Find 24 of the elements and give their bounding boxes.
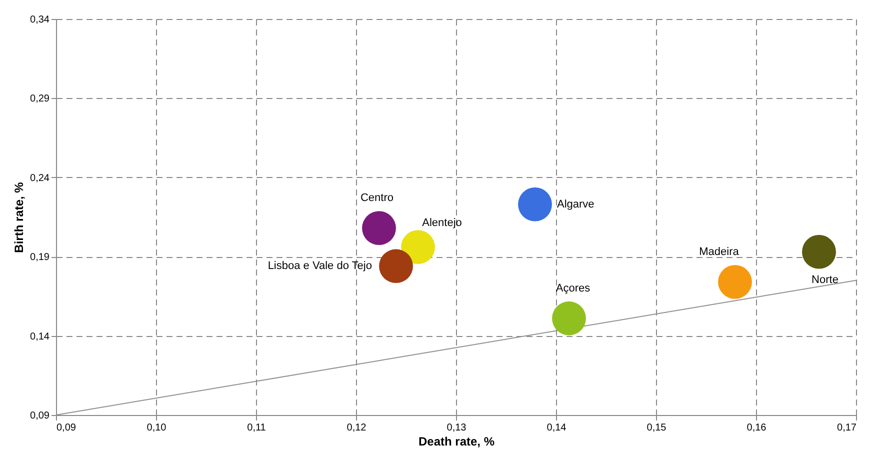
y-tick-label: 0,24 <box>30 172 50 184</box>
x-tick-label: 0,13 <box>446 422 467 434</box>
x-tick-label: 0,15 <box>646 422 667 434</box>
series-label: Alentejo <box>422 217 462 230</box>
series-label: Madeira <box>699 246 740 258</box>
series-label: Algarve <box>557 198 594 210</box>
x-tick-label: 0,09 <box>56 422 76 434</box>
x-tick-label: 0,14 <box>546 422 567 434</box>
x-tick-label: 0,11 <box>247 422 266 434</box>
y-tick-label: 0,14 <box>30 331 50 342</box>
series-label: Lisboa e Vale do Tejo <box>268 260 372 272</box>
x-tick-label: 0,12 <box>346 422 367 434</box>
x-tick-label: 0,10 <box>146 422 167 434</box>
series-label: Centro <box>360 192 394 204</box>
y-tick-label: 0,29 <box>30 94 50 105</box>
y-tick-label: 0,19 <box>30 252 50 264</box>
y-tick-label: 0,34 <box>30 14 50 26</box>
x-tick-label: 0,17 <box>837 422 857 434</box>
series-label: Açores <box>556 282 591 294</box>
x-tick-label: 0,16 <box>746 422 767 434</box>
series-label: Norte <box>812 274 838 286</box>
y-axis-title: Birth rate, % <box>12 182 26 253</box>
x-axis-title: Death rate, % <box>418 434 495 448</box>
y-tick-label: 0,09 <box>30 410 50 422</box>
